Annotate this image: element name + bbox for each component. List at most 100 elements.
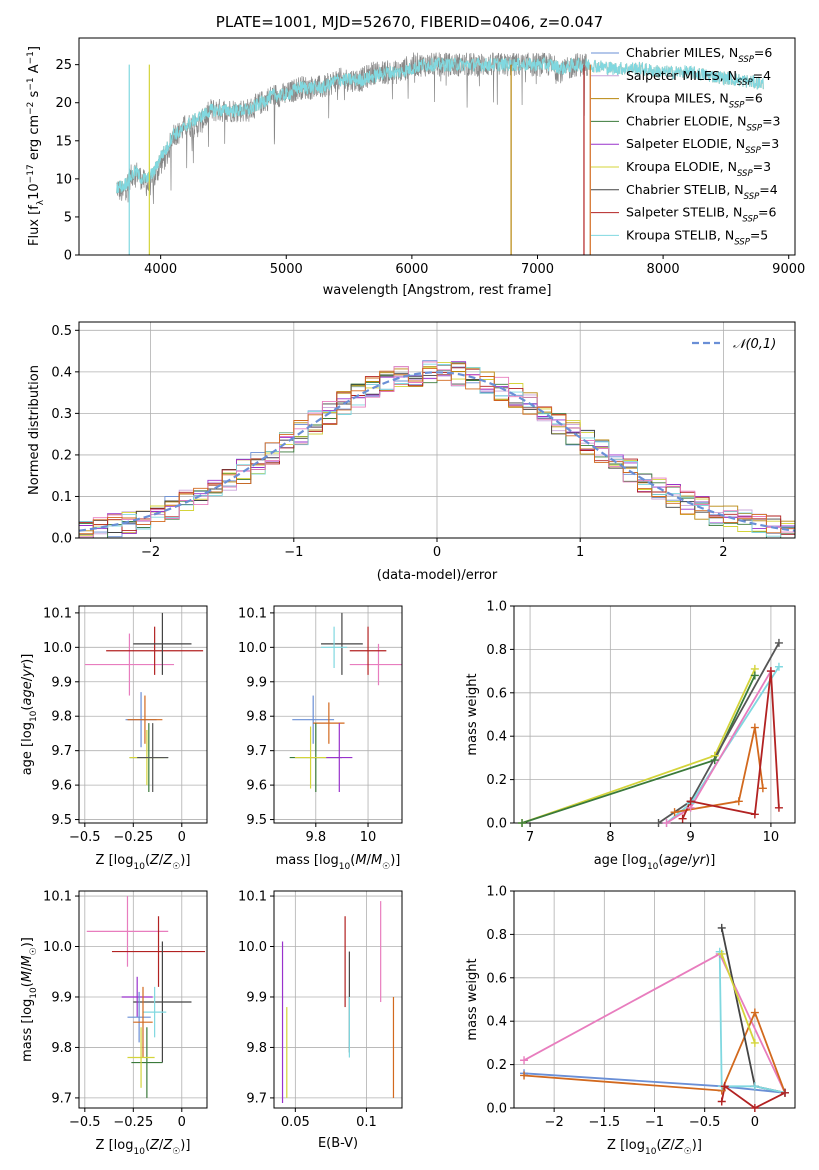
mass-weight-marker	[774, 662, 783, 671]
mass-weight-marker	[717, 949, 726, 958]
y-tick-label: 9.5	[246, 813, 267, 828]
plot-area-age_vs_mass	[289, 612, 402, 792]
x-tick-label: 2	[719, 545, 727, 560]
text-span: Flux [f	[27, 205, 42, 246]
x-tick-label: −1	[645, 1115, 664, 1130]
x-axis-label: Z [log10(Z/Z☉)]	[96, 1138, 191, 1157]
text-span: )]	[20, 937, 35, 947]
mass-weight-marker	[734, 797, 743, 806]
gaussian-curve	[79, 371, 795, 532]
x-tick-label: 0.1	[356, 1115, 377, 1130]
x-tick-label: 8000	[647, 262, 680, 277]
x-tick-label: −0.5	[69, 830, 101, 845]
text-span: (	[20, 982, 35, 987]
text-span: =6	[758, 205, 776, 220]
text-span: Z	[661, 1138, 672, 1153]
y-tick-label: 20	[55, 96, 72, 111]
y-tick-label: 0.2	[486, 773, 507, 788]
y-tick-label: 0.0	[486, 817, 507, 832]
text-span: /	[688, 853, 693, 868]
mass-weight-marker	[678, 814, 687, 823]
y-tick-label: 0.2	[51, 448, 72, 463]
text-span: (	[658, 853, 663, 868]
text-span: )]	[692, 1138, 702, 1153]
x-tick-label: −2	[545, 1115, 564, 1130]
text-span: /	[670, 1138, 675, 1153]
mass-weight-marker	[780, 1088, 789, 1097]
text-span: λ	[36, 199, 46, 205]
mass-weight-marker	[774, 803, 783, 812]
text-span: SSP	[744, 192, 760, 202]
legend-label: Kroupa ELODIE, NSSP=3	[626, 159, 771, 179]
x-tick-label: 7000	[521, 262, 554, 277]
axes-frame	[78, 37, 796, 256]
text-span: 10	[645, 1147, 657, 1157]
x-tick-label: 6000	[395, 262, 428, 277]
x-tick-label: 8	[606, 830, 614, 845]
y-tick-label: 0.4	[51, 365, 72, 380]
mass-weight-line	[523, 1010, 786, 1094]
y-tick-label: 9.6	[246, 779, 267, 794]
y-tick-label: 10.1	[43, 606, 72, 621]
text-span: Kroupa MILES, N	[626, 91, 729, 106]
text-span: =4	[753, 68, 771, 83]
text-span: Z	[162, 853, 173, 868]
x-tick-label: 0.05	[281, 1115, 310, 1130]
x-tick-label: −1.5	[589, 1115, 621, 1130]
text-span: 10	[29, 710, 39, 722]
y-tick-label: 0.4	[486, 730, 507, 745]
y-axis-label: Flux [fλ10−17 erg cm−2 s−1 A−1]	[26, 46, 46, 246]
y-tick-label: 9.8	[51, 1041, 72, 1056]
text-span: SSP	[737, 169, 753, 179]
x-tick-label: 10	[360, 830, 377, 845]
y-tick-label: 0.6	[486, 971, 507, 986]
y-tick-label: 0.3	[51, 407, 72, 422]
text-span: (	[20, 706, 35, 711]
x-tick-label: 5000	[270, 262, 303, 277]
y-tick-label: 10.1	[238, 890, 267, 905]
text-span: Kroupa ELODIE, N	[626, 159, 737, 174]
mass-weight-marker	[766, 667, 775, 676]
x-axis-label: (data-model)/error	[377, 568, 498, 583]
text-span: SSP	[746, 123, 762, 133]
text-span: )]	[390, 853, 400, 868]
mass-weight-marker	[774, 638, 783, 647]
y-tick-label: 10.0	[238, 641, 267, 656]
y-tick-label: 10.0	[43, 641, 72, 656]
text-span: Z	[149, 1138, 160, 1153]
mass-weight-line	[521, 668, 756, 823]
panel-spectrum: 4000 5000 6000 7000 8000 9000 0 5 10 15 20 25	[55, 37, 805, 277]
x-axis-label: wavelength [Angstrom, rest frame]	[323, 283, 552, 298]
y-tick-label: 9.7	[246, 1091, 267, 1106]
y-tick-label: 9.8	[246, 710, 267, 725]
y-tick-label: 0.1	[51, 490, 72, 505]
x-tick-label: 9.8	[305, 830, 326, 845]
y-tick-label: 0.5	[51, 324, 72, 339]
text-span: Salpeter STELIB, N	[626, 205, 742, 220]
y-tick-label: 25	[55, 58, 72, 73]
axes-frame	[78, 605, 208, 824]
panel-mass_vs_z: −0.5 −0.25 0 9.7 9.8 9.9 10.0 10.1	[43, 890, 208, 1130]
text-span: )]	[180, 1138, 190, 1153]
text-span: −17	[26, 164, 36, 183]
text-span: 10	[133, 862, 145, 872]
chart-title: PLATE=1001, MJD=52670, FIBERID=0406, z=0…	[216, 13, 603, 31]
x-tick-label: −2	[141, 545, 160, 560]
text-span: −2	[26, 102, 36, 115]
y-axis-label: Normed distribution	[27, 365, 42, 495]
y-tick-label: 9.6	[51, 779, 72, 794]
y-tick-label: 9.7	[51, 744, 72, 759]
mass-weight-marker	[686, 797, 695, 806]
axes-frame	[78, 890, 208, 1109]
mass-weight-marker	[750, 1038, 759, 1047]
mass-weight-line	[720, 1084, 786, 1108]
panel-residuals: −2 −1 0 1 2 0.0 0.1 0.2 0.3 0.4 0.5	[51, 321, 796, 560]
mass-weight-marker	[662, 819, 671, 827]
text-span: mass [log	[276, 853, 339, 868]
axes-frame	[513, 605, 796, 824]
y-tick-label: 10.0	[43, 940, 72, 955]
text-span: M	[20, 971, 35, 982]
x-axis-label: Z [log10(Z/Z☉)]	[96, 853, 191, 872]
mass-weight-marker	[750, 1008, 759, 1017]
text-span: Salpeter MILES, N	[626, 68, 737, 83]
